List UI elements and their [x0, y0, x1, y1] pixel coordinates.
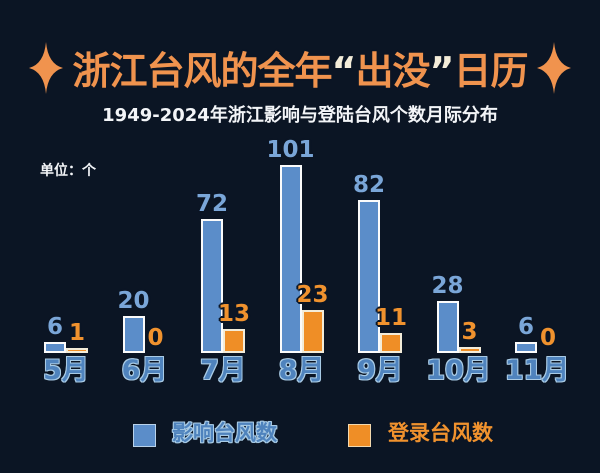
value-label-landing-6月: 0 — [147, 325, 164, 351]
bar-landing-10月 — [458, 347, 481, 353]
axis-label-10月: 10月 — [426, 355, 491, 386]
value-label-landing-10月: 3 — [461, 319, 478, 346]
value-label-affecting-5月: 6 — [46, 313, 64, 340]
bar-affecting-11月 — [515, 341, 537, 353]
value-label-landing-7月: 13 — [217, 300, 251, 327]
bar-affecting-5月 — [44, 341, 66, 353]
value-label-affecting-8月: 101 — [266, 137, 315, 163]
title-text-quoted: 出没 — [355, 49, 430, 93]
sparkle-left-icon — [29, 41, 64, 94]
value-label-landing-11月: 0 — [539, 325, 557, 351]
chart-subtitle: 1949-2024年浙江影响与登陆台风个数月际分布 — [102, 105, 498, 126]
value-label-affecting-11月: 6 — [517, 313, 535, 340]
sparkle-right-icon — [536, 41, 571, 94]
value-label-affecting-6月: 20 — [117, 287, 150, 314]
value-label-affecting-10月: 28 — [431, 272, 464, 299]
title-text-prefix: 浙江台风的全年 — [72, 49, 332, 93]
unit-label: 单位：个 — [40, 163, 96, 179]
value-label-landing-9月: 11 — [374, 304, 408, 331]
bar-affecting-8月 — [279, 165, 302, 353]
axis-label-7月: 7月 — [200, 355, 246, 386]
bar-landing-7月 — [223, 328, 245, 353]
value-label-landing-8月: 23 — [296, 282, 329, 309]
bar-affecting-7月 — [201, 218, 223, 353]
bar-affecting-9月 — [358, 200, 380, 353]
bar-affecting-10月 — [436, 300, 459, 353]
title-quote-open: “ — [331, 49, 357, 93]
value-label-affecting-9月: 82 — [352, 172, 386, 199]
axis-label-8月: 8月 — [278, 355, 325, 386]
title-quote-close: ” — [429, 49, 455, 93]
title-text-suffix: 日历 — [453, 49, 528, 93]
value-label-affecting-7月: 72 — [195, 190, 229, 217]
axis-label-6月: 6月 — [121, 355, 168, 386]
bar-landing-5月 — [66, 348, 88, 353]
page-title: 浙江台风的全年“出没”日历 — [72, 40, 528, 95]
value-label-landing-5月: 1 — [68, 320, 86, 346]
axis-label-9月: 9月 — [357, 355, 403, 386]
axis-label-5月: 5月 — [43, 355, 89, 386]
bar-landing-9月 — [380, 332, 402, 353]
bar-landing-8月 — [301, 310, 324, 353]
bar-affecting-6月 — [122, 315, 145, 353]
title-row: 浙江台风的全年“出没”日历 — [0, 40, 600, 95]
axis-label-11月: 11月 — [504, 355, 570, 386]
